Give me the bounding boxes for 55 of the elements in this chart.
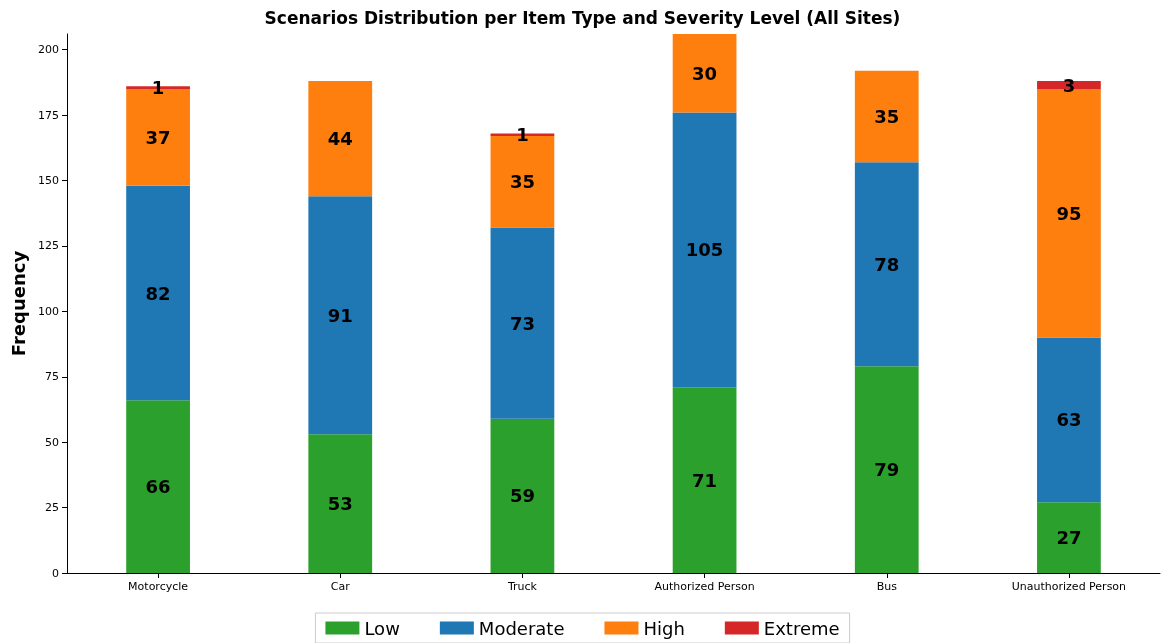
bar (672, 112, 737, 388)
x-tick-label: Unauthorized Person (1011, 580, 1127, 593)
bar (1037, 502, 1101, 573)
legend-label: Moderate (478, 617, 565, 639)
y-tick-label: 100 (38, 304, 59, 318)
data-label: 35 (509, 171, 535, 193)
y-tick-label: 150 (38, 174, 59, 188)
data-label: 79 (874, 459, 900, 481)
bar (308, 434, 373, 573)
legend-label: High (643, 617, 685, 639)
data-label: 44 (327, 128, 353, 150)
chart-title: Scenarios Distribution per Item Type and Severity Level (All Sites) (264, 7, 901, 28)
y-tick-label: 0 (52, 566, 59, 580)
bar (854, 366, 919, 573)
data-label: 91 (327, 304, 353, 326)
y-tick-label: 50 (45, 435, 59, 449)
bar (854, 70, 919, 163)
y-tick-label: 125 (38, 239, 59, 253)
y-tick-label: 175 (38, 108, 59, 122)
data-label: 71 (692, 469, 718, 491)
data-label: 27 (1056, 527, 1082, 549)
bar (490, 418, 555, 573)
x-tick-label: Motorcycle (128, 580, 189, 593)
data-label: 37 (145, 126, 171, 148)
y-tick-label: 200 (38, 43, 59, 57)
data-label: 63 (1056, 409, 1082, 431)
data-label: 59 (509, 485, 535, 507)
bar (308, 81, 373, 197)
bar (672, 387, 737, 573)
data-label: 3 (1062, 74, 1076, 96)
x-tick-label: Car (330, 580, 351, 593)
bar (308, 196, 373, 435)
data-label: 78 (874, 253, 900, 275)
x-tick-label: Bus (876, 580, 898, 593)
x-tick-label: Authorized Person (654, 580, 755, 593)
data-label: 53 (327, 493, 353, 515)
legend-label: Low (364, 617, 400, 639)
y-axis-title: Frequency (7, 250, 29, 357)
x-tick-label: Truck (506, 580, 538, 593)
y-tick-label: 75 (45, 370, 59, 384)
data-label: 35 (874, 105, 900, 127)
bar (126, 400, 190, 573)
data-label: 82 (145, 282, 171, 304)
bar (672, 34, 737, 113)
bar (126, 185, 190, 401)
y-tick-label: 25 (45, 501, 59, 515)
data-label: 105 (685, 239, 724, 261)
bar (490, 227, 555, 419)
bar (854, 162, 919, 367)
data-label: 73 (509, 312, 535, 334)
legend-label: Extreme (763, 617, 840, 639)
bar (1037, 337, 1101, 503)
data-label: 95 (1056, 202, 1082, 224)
data-label: 66 (145, 476, 171, 498)
data-label: 30 (692, 62, 718, 84)
